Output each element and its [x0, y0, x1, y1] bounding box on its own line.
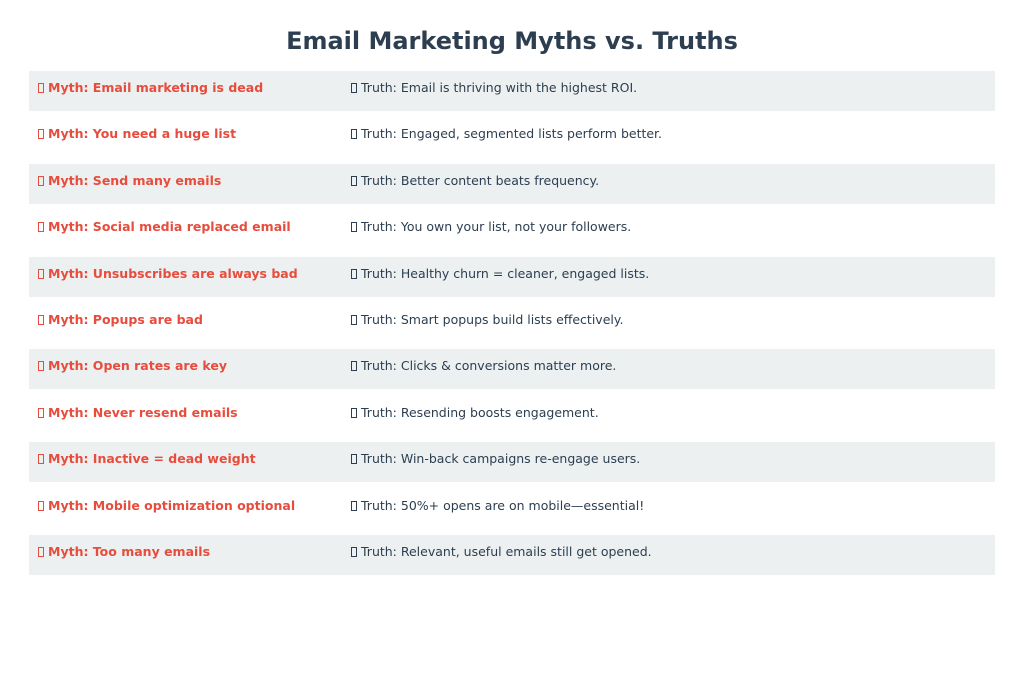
- check-icon: [351, 268, 357, 279]
- truth-text: Truth: Resending boosts engagement.: [361, 404, 599, 420]
- truth-text: Truth: Relevant, useful emails still get…: [361, 543, 652, 559]
- myth-text: Myth: Unsubscribes are always bad: [48, 265, 298, 281]
- truth-cell: Truth: 50%+ opens are on mobile—essentia…: [351, 489, 644, 513]
- myth-text: Myth: You need a huge list: [48, 126, 237, 142]
- truth-text: Truth: Email is thriving with the highes…: [361, 80, 638, 95]
- truth-cell: Truth: Relevant, useful emails still get…: [351, 535, 652, 559]
- truth-cell: Truth: Smart popups build lists effectiv…: [351, 303, 623, 327]
- cross-icon: [38, 500, 44, 511]
- truth-cell: Truth: Engaged, segmented lists perform …: [351, 117, 662, 141]
- truth-text: Truth: Win-back campaigns re-engage user…: [361, 451, 641, 467]
- truth-text: Truth: You own your list, not your follo…: [361, 219, 632, 235]
- cross-icon: [38, 83, 44, 93]
- myth-text: Myth: Mobile optimization optional: [48, 497, 296, 513]
- myth-cell: Myth: Social media replaced email: [29, 210, 351, 234]
- truth-text: Truth: Engaged, segmented lists perform …: [361, 126, 663, 142]
- table-row: Myth: Mobile optimization optional Truth:…: [29, 488, 995, 529]
- myth-text: Myth: Too many emails: [48, 543, 211, 559]
- check-icon: [351, 546, 357, 557]
- truth-cell: Truth: Win-back campaigns re-engage user…: [351, 442, 640, 466]
- myth-cell: Myth: Unsubscribes are always bad: [29, 257, 351, 281]
- cross-icon: [38, 222, 44, 233]
- myth-text: Myth: Social media replaced email: [48, 219, 291, 235]
- myth-cell: Myth: Popups are bad: [29, 303, 351, 327]
- myth-cell: Myth: Too many emails: [29, 535, 351, 559]
- table-row: Myth: Send many emails Truth: Better cont…: [29, 163, 995, 204]
- cross-icon: [38, 314, 44, 325]
- check-icon: [351, 83, 357, 93]
- table-row: Myth: Open rates are key Truth: Clicks & …: [29, 349, 995, 390]
- cross-icon: [38, 361, 44, 372]
- check-icon: [351, 407, 357, 418]
- myth-cell: Myth: Never resend emails: [29, 396, 351, 420]
- cross-icon: [38, 175, 44, 186]
- truth-text: Truth: Better content beats frequency.: [361, 172, 600, 188]
- truth-cell: Truth: You own your list, not your follo…: [351, 210, 631, 234]
- table-row: Myth: Unsubscribes are always bad Truth: …: [29, 256, 995, 297]
- truth-cell: Truth: Clicks & conversions matter more.: [351, 349, 616, 373]
- truth-text: Truth: 50%+ opens are on mobile—essentia…: [361, 497, 645, 513]
- myth-cell: Myth: You need a huge list: [29, 117, 351, 141]
- cross-icon: [38, 546, 44, 557]
- check-icon: [351, 222, 357, 233]
- myth-text: Myth: Inactive = dead weight: [48, 451, 256, 467]
- check-icon: [351, 454, 357, 465]
- check-icon: [351, 314, 357, 325]
- myths-truths-table: Myth: Email marketing is dead Truth: Emai…: [29, 71, 995, 581]
- table-row: Myth: Inactive = dead weight Truth: Win-b…: [29, 442, 995, 483]
- truth-text: Truth: Clicks & conversions matter more.: [361, 358, 617, 374]
- myth-cell: Myth: Mobile optimization optional: [29, 489, 351, 513]
- table-row: Myth: Never resend emails Truth: Resendin…: [29, 395, 995, 436]
- cross-icon: [38, 407, 44, 418]
- cross-icon: [38, 454, 44, 465]
- myth-text: Myth: Email marketing is dead: [48, 80, 264, 95]
- myth-text: Myth: Send many emails: [48, 172, 222, 188]
- myth-text: Myth: Open rates are key: [48, 358, 227, 374]
- myth-cell: Myth: Inactive = dead weight: [29, 442, 351, 466]
- truth-cell: Truth: Healthy churn = cleaner, engaged …: [351, 257, 649, 281]
- truth-cell: Truth: Better content beats frequency.: [351, 164, 599, 188]
- myth-text: Myth: Never resend emails: [48, 404, 238, 420]
- myth-cell: Myth: Open rates are key: [29, 349, 351, 373]
- check-icon: [351, 361, 357, 372]
- check-icon: [351, 175, 357, 186]
- truth-cell: Truth: Email is thriving with the highes…: [351, 71, 637, 95]
- table-row: Myth: Too many emails Truth: Relevant, us…: [29, 534, 995, 575]
- truth-text: Truth: Smart popups build lists effectiv…: [361, 311, 624, 327]
- table-row: Myth: Social media replaced email Truth: …: [29, 210, 995, 251]
- page-title: Email Marketing Myths vs. Truths: [286, 27, 738, 55]
- table-row: Myth: You need a huge list Truth: Engaged…: [29, 117, 995, 158]
- truth-text: Truth: Healthy churn = cleaner, engaged …: [361, 265, 650, 281]
- cross-icon: [38, 129, 44, 140]
- table-row: Myth: Email marketing is dead Truth: Emai…: [29, 71, 995, 111]
- check-icon: [351, 129, 357, 140]
- table-row: Myth: Popups are bad Truth: Smart popups …: [29, 302, 995, 343]
- myth-cell: Myth: Send many emails: [29, 164, 351, 188]
- myth-cell: Myth: Email marketing is dead: [29, 71, 351, 95]
- check-icon: [351, 500, 357, 511]
- myth-text: Myth: Popups are bad: [48, 311, 203, 327]
- truth-cell: Truth: Resending boosts engagement.: [351, 396, 599, 420]
- cross-icon: [38, 268, 44, 279]
